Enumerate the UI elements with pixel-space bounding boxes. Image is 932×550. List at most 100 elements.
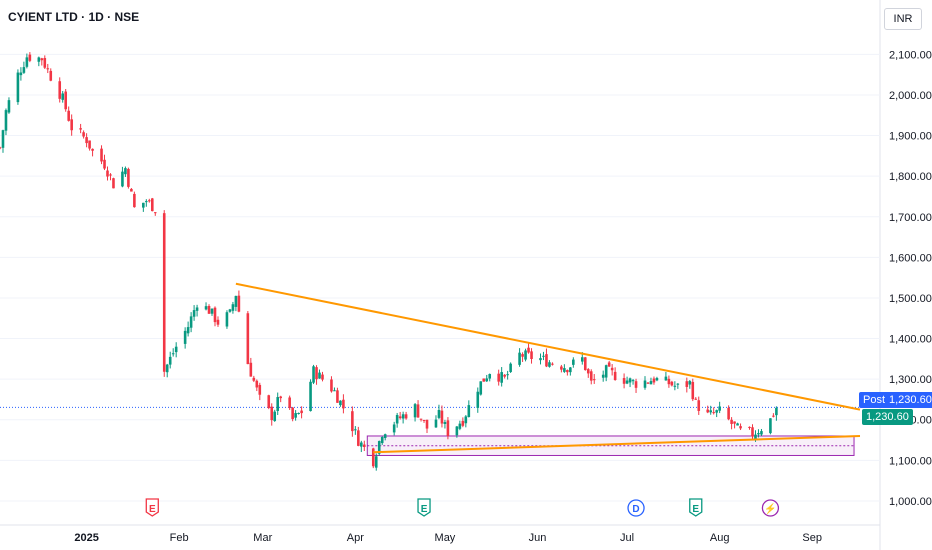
candle-body — [145, 201, 148, 203]
candle-body — [342, 399, 345, 409]
candle-body — [357, 430, 360, 446]
currency-selector[interactable]: INR — [884, 8, 922, 30]
candle-body — [518, 352, 521, 365]
candle-body — [572, 359, 575, 365]
candle-body — [0, 147, 2, 149]
candle-body — [748, 426, 751, 428]
candle-body — [634, 381, 638, 388]
candle-body — [443, 422, 447, 425]
candle-body — [162, 213, 166, 372]
candle-body — [697, 400, 701, 411]
candle-body — [730, 419, 733, 424]
trendline-upper — [235, 282, 861, 411]
candle-body — [276, 397, 280, 411]
candle-body — [479, 381, 483, 395]
candle-body — [171, 353, 175, 355]
candle-body — [446, 420, 450, 436]
candle-body — [49, 70, 53, 81]
y-tick-label: 1,100.00 — [889, 455, 932, 467]
candle-body — [604, 365, 608, 378]
x-tick-label: Jun — [529, 532, 547, 544]
candle-body — [195, 307, 199, 311]
candle-body — [312, 366, 315, 383]
candle-body — [622, 378, 626, 384]
candle-body — [563, 368, 566, 372]
y-tick-label: 1,400.00 — [889, 334, 932, 346]
candle-body — [37, 57, 41, 62]
event-letter: ⚡ — [764, 502, 776, 515]
candle-body — [91, 148, 94, 151]
candle-body — [569, 367, 572, 373]
candle-body — [124, 168, 127, 175]
candle-body — [488, 374, 492, 379]
candle-body — [685, 381, 689, 387]
candle-body — [736, 423, 739, 426]
candle-body — [413, 404, 417, 418]
candle-body — [769, 418, 772, 434]
candle-body — [85, 137, 88, 144]
candle-body — [580, 357, 584, 362]
candle-body — [28, 54, 32, 61]
candle-body — [664, 376, 668, 381]
candle-body — [646, 382, 650, 384]
candle-body — [542, 355, 545, 357]
candle-body — [751, 427, 754, 437]
candle-body — [273, 411, 277, 421]
candle-body — [709, 410, 712, 413]
candle-body — [643, 380, 647, 388]
candle-body — [374, 456, 378, 468]
candle-body — [210, 308, 214, 314]
candle-body — [551, 363, 554, 365]
x-tick-label: Aug — [710, 532, 730, 544]
candle-body — [336, 390, 339, 403]
candle-body — [288, 397, 291, 409]
candle-body — [82, 132, 85, 137]
candle-body — [148, 200, 151, 202]
candle-body — [437, 410, 441, 418]
y-tick-label: 1,800.00 — [889, 171, 932, 183]
candle-body — [16, 72, 20, 103]
candle-body — [22, 67, 26, 73]
candle-body — [530, 351, 533, 359]
candle-body — [455, 426, 459, 436]
candle-body — [103, 159, 106, 169]
candle-body — [258, 384, 262, 395]
candle-body — [153, 212, 157, 214]
candle-body — [589, 371, 593, 381]
candle-body — [237, 295, 241, 312]
candle-body — [315, 367, 318, 380]
candle-body — [739, 426, 742, 429]
candle-body — [127, 168, 130, 187]
candle-body — [234, 295, 238, 307]
candle-body — [112, 178, 115, 189]
candle-body — [255, 380, 259, 388]
y-tick-label: 2,100.00 — [889, 49, 932, 61]
candle-body — [425, 419, 429, 429]
candle-body — [521, 354, 524, 357]
candle-body — [204, 306, 208, 310]
candle-body — [46, 68, 50, 70]
candle-body — [398, 416, 402, 419]
candle-body — [321, 374, 324, 380]
earnings-icon — [145, 498, 159, 517]
candle-body — [772, 415, 775, 417]
candle-body — [130, 188, 133, 192]
candle-body — [506, 374, 509, 376]
x-tick-label: Sep — [802, 532, 822, 544]
candle-body — [291, 407, 294, 420]
candle-body — [527, 347, 530, 353]
candle-body — [655, 378, 659, 381]
candle-body — [688, 381, 692, 385]
candle-body — [165, 364, 169, 373]
candle-body — [106, 170, 109, 177]
candle-body — [64, 91, 67, 110]
candle-body — [592, 379, 596, 381]
candle-body — [225, 312, 229, 327]
candle-body — [192, 310, 196, 317]
candle-body — [566, 370, 569, 373]
candle-body — [351, 411, 354, 432]
candle-body — [586, 369, 590, 374]
candle-body — [416, 404, 420, 418]
y-tick-label: 1,300.00 — [889, 374, 932, 386]
